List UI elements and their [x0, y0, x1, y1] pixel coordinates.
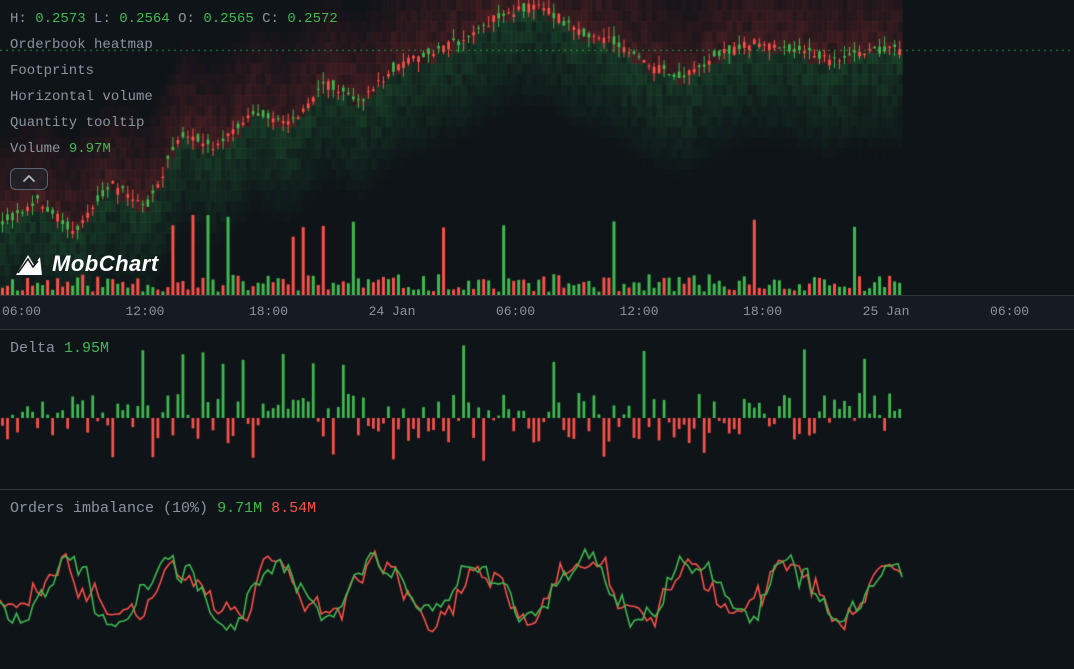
volume-value: 9.97M — [69, 141, 111, 157]
ohlc-h-label: H: — [10, 11, 27, 27]
overlay-quantity-tooltip[interactable]: Quantity tooltip — [10, 110, 338, 136]
ohlc-o-value: 0.2565 — [203, 11, 253, 27]
main-price-panel: H: 0.2573 L: 0.2564 O: 0.2565 C: 0.2572 … — [0, 0, 1074, 330]
overlay-horizontal-volume[interactable]: Horizontal volume — [10, 84, 338, 110]
ohlc-c-value: 0.2572 — [287, 11, 337, 27]
ohlc-readout: H: 0.2573 L: 0.2564 O: 0.2565 C: 0.2572 — [10, 6, 338, 32]
delta-panel: Delta 1.95M — [0, 330, 1074, 490]
orders-imbalance-green-value: 9.71M — [217, 500, 262, 517]
time-axis-tick: 06:00 — [496, 304, 535, 319]
time-axis-tick: 25 Jan — [863, 304, 910, 319]
ohlc-h-value: 0.2573 — [35, 11, 85, 27]
time-axis-tick: 18:00 — [743, 304, 782, 319]
overlay-footprints[interactable]: Footprints — [10, 58, 338, 84]
orders-imbalance-panel: Orders imbalance (10%) 9.71M 8.54M — [0, 490, 1074, 669]
collapse-overlays-button[interactable] — [10, 168, 48, 190]
ohlc-l-value: 0.2564 — [119, 11, 169, 27]
time-axis[interactable]: 06:00 12:00 18:00 24 Jan 06:00 12:00 18:00 25 J… — [0, 295, 1074, 329]
time-axis-tick: 06:00 — [2, 304, 41, 319]
chevron-up-icon — [22, 174, 36, 184]
delta-value: 1.95M — [64, 340, 109, 357]
time-axis-tick: 12:00 — [620, 304, 659, 319]
time-axis-tick: 06:00 — [990, 304, 1029, 319]
overlay-heatmap[interactable]: Orderbook heatmap — [10, 32, 338, 58]
time-axis-tick: 18:00 — [249, 304, 288, 319]
orders-imbalance-legend: Orders imbalance (10%) 9.71M 8.54M — [10, 500, 316, 517]
orders-imbalance-red-value: 8.54M — [271, 500, 316, 517]
time-axis-tick: 24 Jan — [369, 304, 416, 319]
chart-overlay-legend: H: 0.2573 L: 0.2564 O: 0.2565 C: 0.2572 … — [10, 6, 338, 194]
ohlc-c-label: C: — [262, 11, 279, 27]
time-axis-tick: 12:00 — [125, 304, 164, 319]
logo-icon — [14, 251, 44, 277]
ohlc-l-label: L: — [94, 11, 111, 27]
logo-text: MobChart — [52, 251, 159, 277]
delta-legend: Delta 1.95M — [10, 340, 109, 357]
watermark-logo: MobChart — [14, 251, 159, 277]
overlay-volume[interactable]: Volume 9.97M — [10, 136, 338, 162]
ohlc-o-label: O: — [178, 11, 195, 27]
delta-bars-canvas[interactable] — [0, 330, 1074, 490]
